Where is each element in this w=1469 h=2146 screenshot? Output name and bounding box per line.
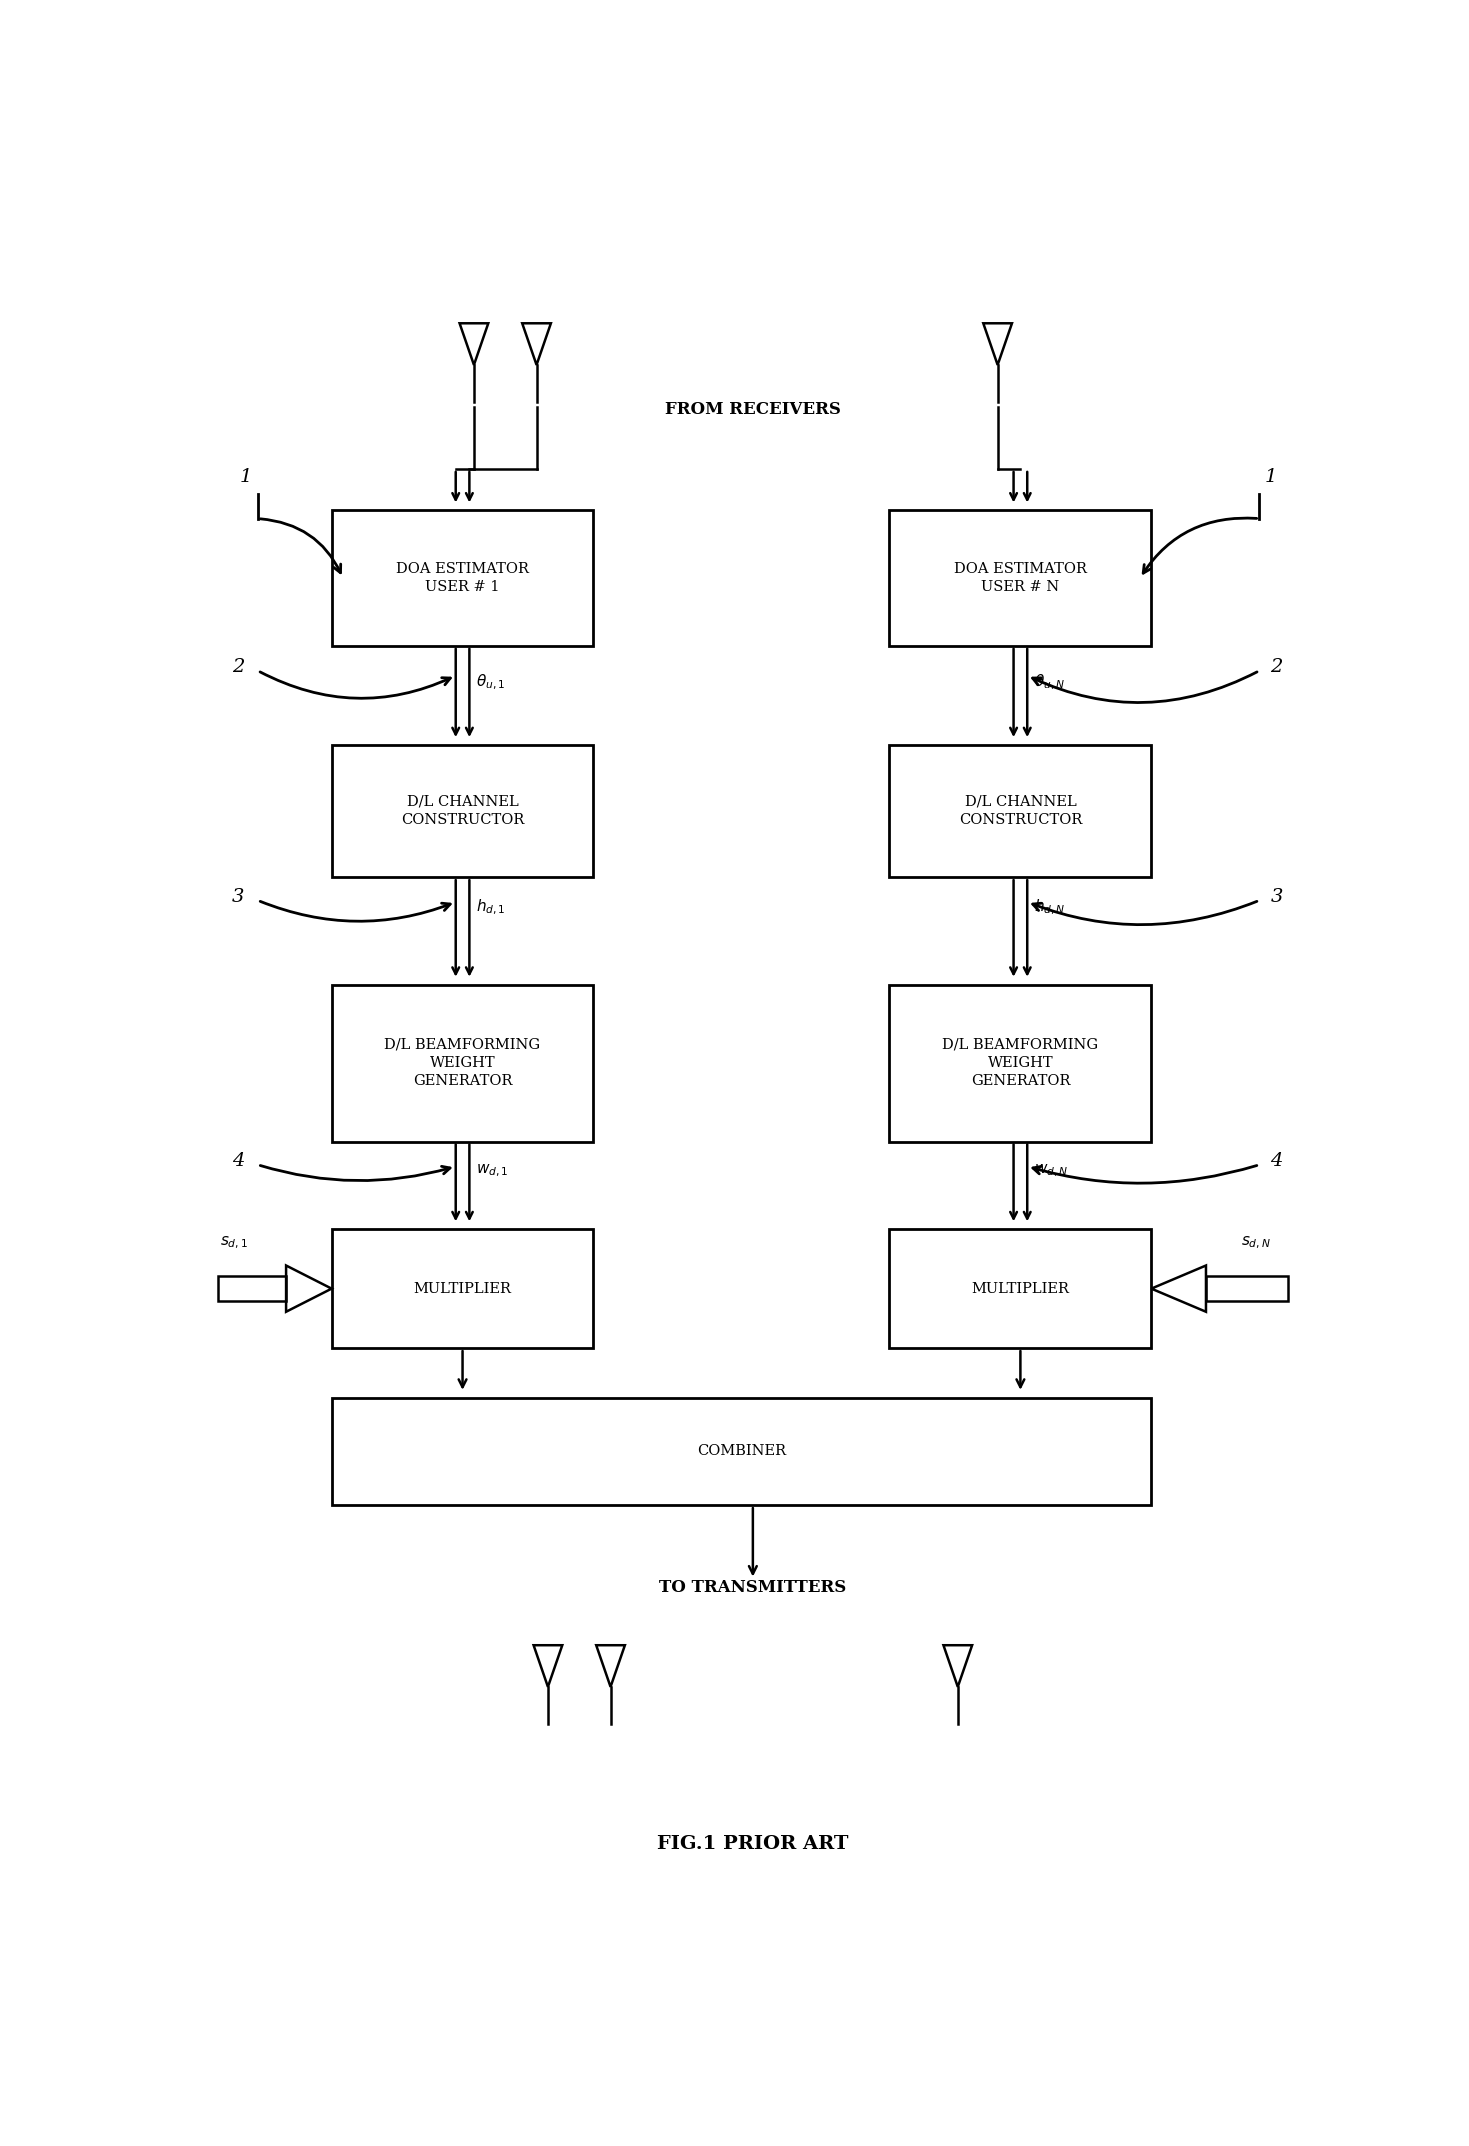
Text: FROM RECEIVERS: FROM RECEIVERS — [665, 401, 840, 418]
Bar — [217, 1277, 286, 1300]
Text: D/L BEAMFORMING
WEIGHT
GENERATOR: D/L BEAMFORMING WEIGHT GENERATOR — [942, 1039, 1099, 1088]
Text: DOA ESTIMATOR
USER # N: DOA ESTIMATOR USER # N — [953, 562, 1087, 594]
Text: 1: 1 — [1265, 468, 1277, 485]
Bar — [1206, 1277, 1288, 1300]
Text: $\theta_{u,1}$: $\theta_{u,1}$ — [476, 672, 505, 691]
Text: $w_{d,1}$: $w_{d,1}$ — [476, 1163, 508, 1180]
Bar — [889, 985, 1152, 1142]
Text: MULTIPLIER: MULTIPLIER — [971, 1281, 1069, 1296]
Bar — [332, 1230, 593, 1348]
Text: 3: 3 — [1271, 888, 1282, 906]
Bar — [332, 745, 593, 878]
Text: $s_{d,N}$: $s_{d,N}$ — [1241, 1234, 1271, 1251]
Text: $s_{d,1}$: $s_{d,1}$ — [220, 1234, 248, 1251]
Bar — [889, 745, 1152, 878]
Text: TO TRANSMITTERS: TO TRANSMITTERS — [660, 1579, 846, 1597]
Text: $\theta_{u,N}$: $\theta_{u,N}$ — [1034, 672, 1065, 691]
Bar — [889, 1230, 1152, 1348]
Text: 2: 2 — [1271, 659, 1282, 676]
Text: $h_{d,N}$: $h_{d,N}$ — [1034, 897, 1065, 916]
Text: MULTIPLIER: MULTIPLIER — [414, 1281, 511, 1296]
Text: $h_{d,1}$: $h_{d,1}$ — [476, 897, 505, 916]
Text: 1: 1 — [239, 468, 253, 485]
Text: 2: 2 — [232, 659, 244, 676]
Bar — [332, 511, 593, 646]
Text: FIG.1 PRIOR ART: FIG.1 PRIOR ART — [657, 1835, 849, 1852]
Text: DOA ESTIMATOR
USER # 1: DOA ESTIMATOR USER # 1 — [397, 562, 529, 594]
Text: D/L BEAMFORMING
WEIGHT
GENERATOR: D/L BEAMFORMING WEIGHT GENERATOR — [385, 1039, 541, 1088]
Text: D/L CHANNEL
CONSTRUCTOR: D/L CHANNEL CONSTRUCTOR — [959, 794, 1083, 826]
Bar — [332, 985, 593, 1142]
Bar — [332, 1397, 1152, 1504]
Text: COMBINER: COMBINER — [696, 1444, 786, 1459]
Text: 4: 4 — [1271, 1152, 1282, 1170]
Text: 4: 4 — [232, 1152, 244, 1170]
Bar — [889, 511, 1152, 646]
Text: 3: 3 — [232, 888, 244, 906]
Text: $w_{d,N}$: $w_{d,N}$ — [1034, 1163, 1068, 1180]
Text: D/L CHANNEL
CONSTRUCTOR: D/L CHANNEL CONSTRUCTOR — [401, 794, 524, 826]
